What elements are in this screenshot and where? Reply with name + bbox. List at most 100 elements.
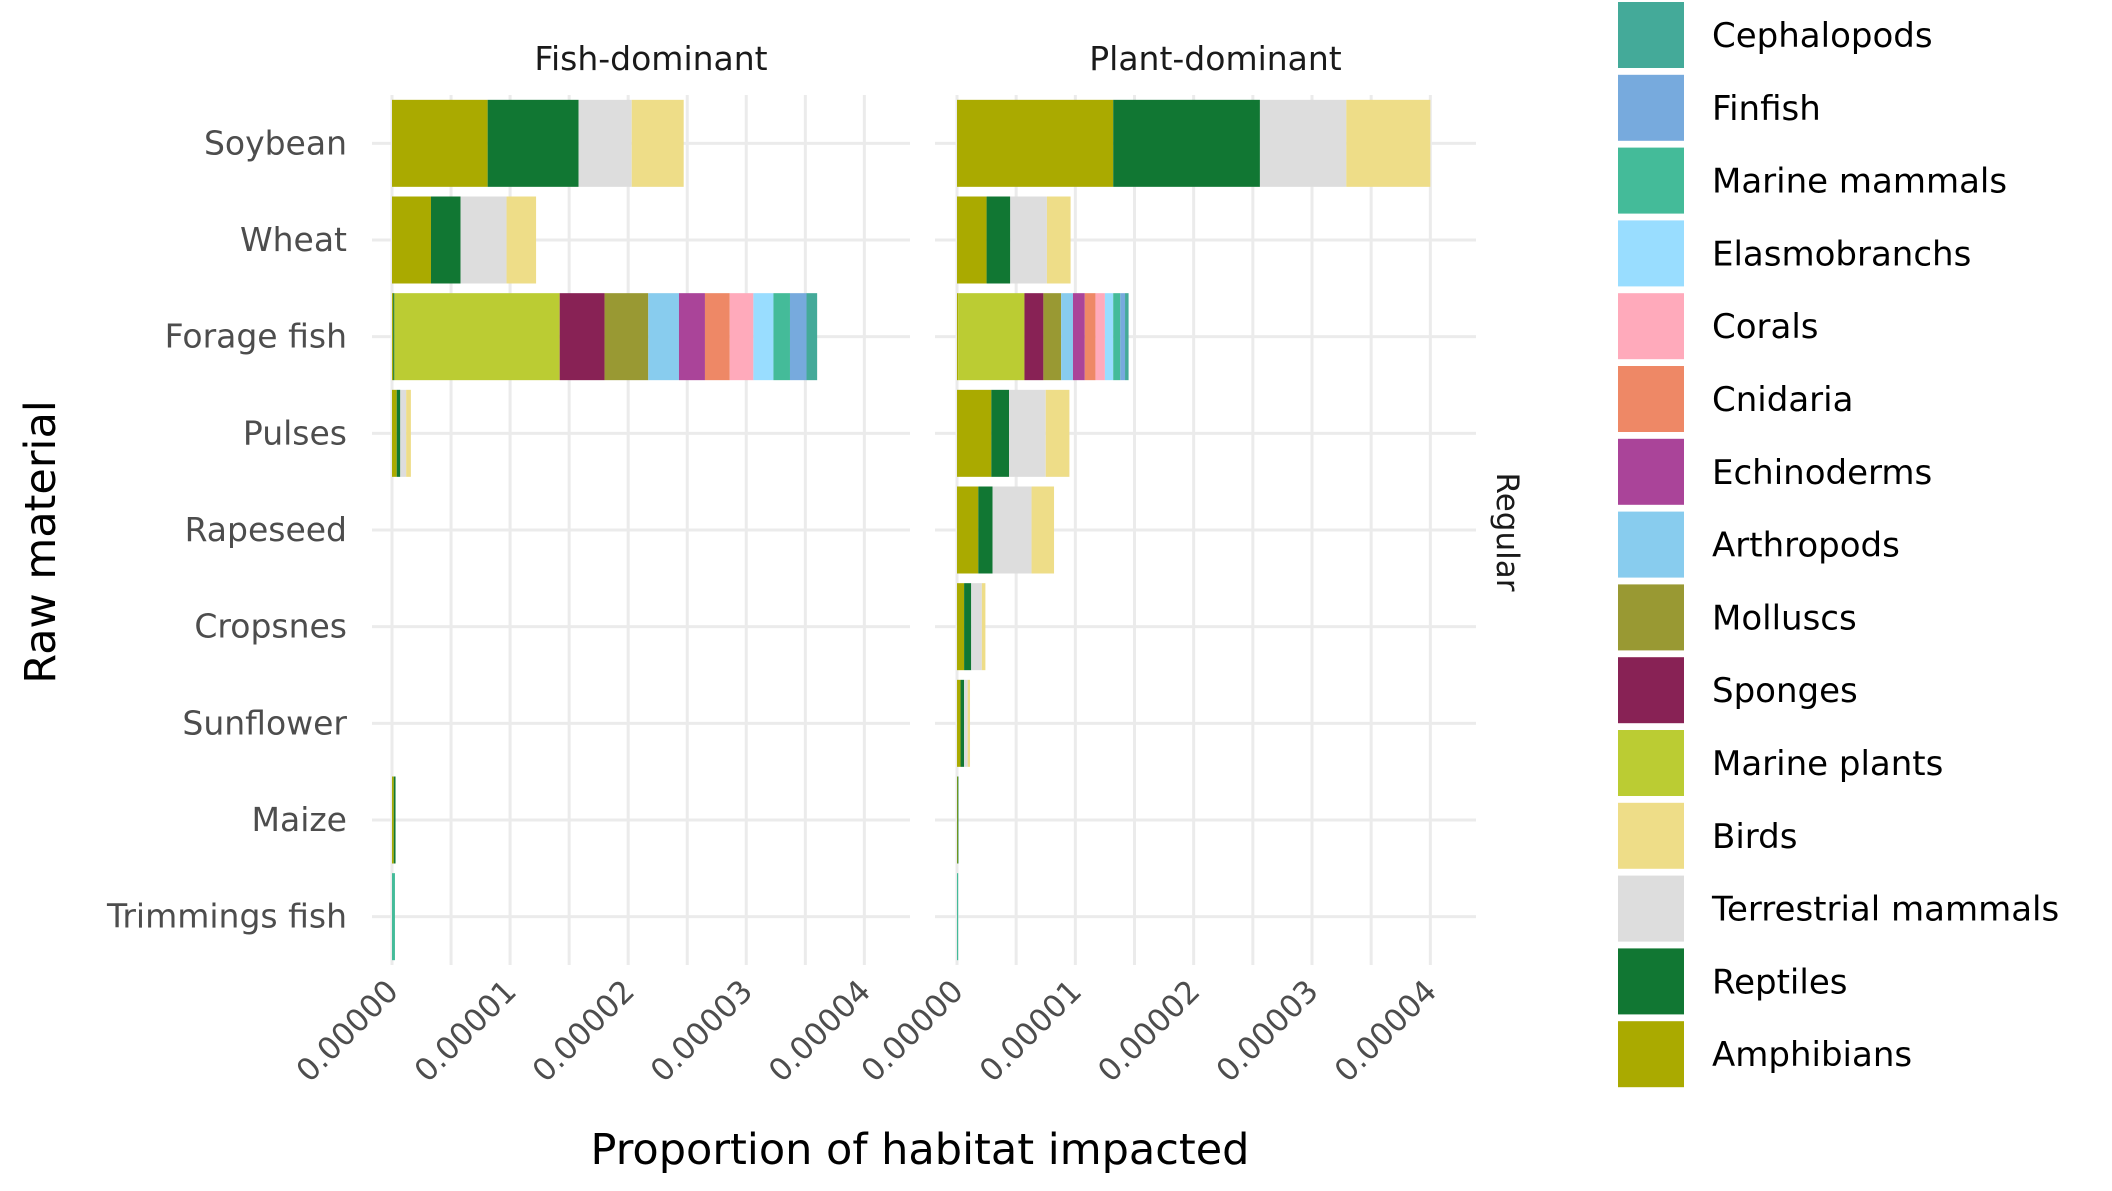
x-tick-label: 0.00002 xyxy=(1091,973,1207,1089)
bar-segment-rapeseed-birds xyxy=(1031,486,1055,574)
y-tick-label: Maize xyxy=(252,800,348,839)
legend-swatch xyxy=(1618,875,1684,942)
x-tick-label: 0.00000 xyxy=(290,973,406,1089)
legend-label: Marine plants xyxy=(1712,744,1943,784)
bar-segment-forage-fish-arthropods xyxy=(1061,293,1073,381)
bar-segment-trimmings-fish-marine-mammals xyxy=(392,873,395,961)
bar-segment-pulses-terrestrial-mammals xyxy=(1009,389,1046,477)
bar-segment-wheat-reptiles xyxy=(430,196,461,284)
bar-segment-forage-fish-echinoderms xyxy=(678,293,705,381)
legend-item-molluscs: Molluscs xyxy=(1618,584,1857,651)
bar-segment-forage-fish-sponges xyxy=(559,293,605,381)
bar-segment-pulses-reptiles xyxy=(396,389,401,477)
y-axis-tick-labels: Soybean Wheat Forage fish Pulses Rapeseed Cro… xyxy=(106,123,347,935)
bar-segment-wheat-reptiles xyxy=(986,196,1011,284)
legend-label: Cephalopods xyxy=(1712,16,1933,56)
legend-swatch xyxy=(1618,220,1684,287)
bar-segment-soybean-birds xyxy=(631,99,684,187)
bar-segment-forage-fish-corals xyxy=(1095,293,1105,381)
bar-segment-soybean-amphibians xyxy=(957,99,1114,187)
legend-swatch xyxy=(1618,802,1684,869)
legend-swatch xyxy=(1618,511,1684,578)
legend-item-elasmobranchs: Elasmobranchs xyxy=(1618,220,1971,287)
legend-label: Amphibians xyxy=(1712,1035,1912,1075)
bar-segment-sunflower-reptiles xyxy=(960,679,965,767)
bar-segment-forage-fish-amphibians xyxy=(957,293,959,381)
bar-segment-pulses-terrestrial-mammals xyxy=(400,389,407,477)
legend-swatch xyxy=(1618,584,1684,651)
bar-segment-maize-reptiles xyxy=(393,776,396,864)
legend-swatch xyxy=(1618,438,1684,505)
bar-segment-cropsnes-birds xyxy=(981,583,986,671)
legend-label: Birds xyxy=(1712,817,1797,857)
bar-segment-forage-fish-arthropods xyxy=(648,293,679,381)
bar-segment-trimmings-fish-marine-mammals xyxy=(957,873,959,961)
legend-label: Reptiles xyxy=(1712,962,1847,1002)
bar-segment-forage-fish-cnidaria xyxy=(1084,293,1096,381)
bar-segment-wheat-terrestrial-mammals xyxy=(460,196,507,284)
x-axis-title: Proportion of habitat impacted xyxy=(591,1125,1250,1175)
bar-segment-forage-fish-marine-plants xyxy=(958,293,1025,381)
bar-segment-forage-fish-echinoderms xyxy=(1072,293,1085,381)
legend-item-marine-plants: Marine plants xyxy=(1618,730,1943,796)
bar-segment-sunflower-amphibians xyxy=(957,679,961,767)
legend-item-cnidaria: Cnidaria xyxy=(1618,366,1853,432)
legend-item-echinoderms: Echinoderms xyxy=(1618,438,1932,505)
bar-segment-soybean-reptiles xyxy=(487,99,579,187)
bar-segment-forage-fish-cephalopods xyxy=(806,293,818,381)
bar-segment-cropsnes-reptiles xyxy=(964,583,972,671)
bar-segment-sunflower-terrestrial-mammals xyxy=(964,679,968,767)
legend-swatch xyxy=(1618,366,1684,432)
bar-segment-soybean-terrestrial-mammals xyxy=(578,99,632,187)
legend-item-birds: Birds xyxy=(1618,802,1797,869)
bar-segment-wheat-birds xyxy=(1046,196,1071,284)
x-tick-label: 0.00003 xyxy=(644,973,760,1089)
bar-segment-forage-fish-marine-plants xyxy=(394,293,560,381)
bar-segment-forage-fish-marine-mammals xyxy=(773,293,790,381)
bar-segment-soybean-birds xyxy=(1346,99,1431,187)
bar-segment-maize-amphibians xyxy=(392,776,394,864)
bar-segment-wheat-birds xyxy=(506,196,537,284)
bar-segment-forage-fish-elasmobranchs xyxy=(1104,293,1114,381)
legend-item-terrestrial-mammals: Terrestrial mammals xyxy=(1618,875,2059,942)
legend: Cephalopods Finfish Marine mammals Elasmobr… xyxy=(1618,2,2059,1088)
bar-segment-pulses-amphibians xyxy=(392,389,397,477)
y-tick-label: Trimmings fish xyxy=(106,897,347,936)
legend-label: Echinoderms xyxy=(1712,453,1932,493)
x-tick-label: 0.00001 xyxy=(973,973,1089,1089)
bar-segment-forage-fish-corals xyxy=(729,293,754,381)
legend-label: Sponges xyxy=(1712,671,1858,711)
legend-label: Marine mammals xyxy=(1712,162,2007,202)
bar-segment-soybean-terrestrial-mammals xyxy=(1259,99,1347,187)
facet-row-label: Regular xyxy=(1489,473,1525,592)
bar-segment-forage-fish-amphibians xyxy=(392,293,394,381)
bar-segment-soybean-reptiles xyxy=(1113,99,1260,187)
facet-title: Fish-dominant xyxy=(534,39,767,78)
bar-segment-rapeseed-terrestrial-mammals xyxy=(992,486,1032,574)
bar-segment-maize-amphibians xyxy=(957,776,958,864)
bar-segment-forage-fish-reptiles xyxy=(393,293,395,381)
x-tick-label: 0.00004 xyxy=(1328,973,1444,1089)
legend-swatch xyxy=(1618,730,1684,796)
bar-segment-rapeseed-amphibians xyxy=(957,486,979,574)
legend-swatch xyxy=(1618,147,1684,214)
legend-item-sponges: Sponges xyxy=(1618,657,1858,724)
legend-item-marine-mammals: Marine mammals xyxy=(1618,147,2007,214)
bar-segment-forage-fish-cephalopods xyxy=(1125,293,1129,381)
bar-segment-forage-fish-marine-mammals xyxy=(1113,293,1121,381)
legend-item-reptiles: Reptiles xyxy=(1618,948,1847,1015)
bar-segment-wheat-terrestrial-mammals xyxy=(1010,196,1047,284)
legend-item-finfish: Finfish xyxy=(1618,74,1821,141)
legend-label: Corals xyxy=(1712,307,1819,347)
legend-label: Arthropods xyxy=(1712,526,1900,566)
legend-swatch xyxy=(1618,1021,1684,1088)
y-tick-label: Pulses xyxy=(243,413,347,452)
legend-swatch xyxy=(1618,948,1684,1015)
legend-label: Terrestrial mammals xyxy=(1711,890,2059,930)
legend-item-corals: Corals xyxy=(1618,293,1819,360)
x-tick-label: 0.00002 xyxy=(526,973,642,1089)
bar-segment-forage-fish-molluscs xyxy=(1043,293,1062,381)
